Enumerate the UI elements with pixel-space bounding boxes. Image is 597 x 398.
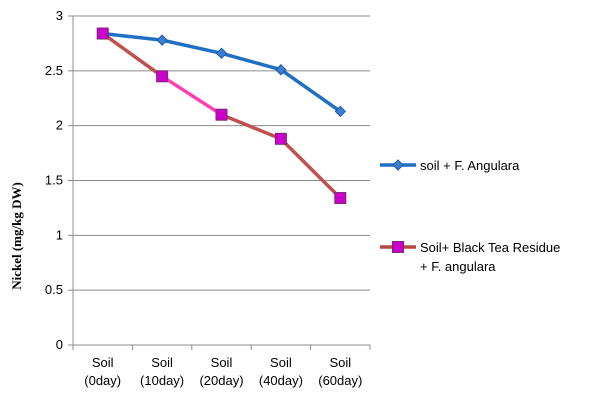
gridlines [73, 15, 370, 291]
y-tick-label: 1.5 [45, 173, 63, 188]
x-tick-labels: Soil (0day) Soil (10day) Soil (20day) Soil (40d… [84, 355, 362, 388]
legend-label: + F. angulara [420, 259, 496, 274]
data-point [215, 47, 228, 59]
x-tick-label: (20day) [199, 373, 243, 388]
data-point [156, 34, 168, 46]
series-1 [96, 27, 347, 118]
legend-marker [392, 241, 404, 253]
x-tick-label: (40day) [259, 373, 303, 388]
series-line-segment [219, 112, 283, 141]
x-tick-label: Soil [270, 355, 292, 370]
series-line-segment [279, 137, 343, 200]
series-line-segment [100, 31, 164, 42]
x-tick-label: (0day) [84, 373, 121, 388]
axes [68, 15, 371, 350]
y-tick-label: 0 [56, 337, 63, 352]
series-line-segment [100, 31, 164, 79]
data-point [334, 105, 347, 118]
legend-item-1: soil + F. Angulara [380, 158, 520, 173]
data-point [274, 132, 287, 145]
series-line-segment [160, 74, 224, 117]
series-line-segment [160, 38, 224, 56]
legend-label: Soil+ Black Tea Residue [420, 240, 560, 255]
data-point [275, 64, 287, 76]
legend-label: soil + F. Angulara [420, 158, 520, 173]
x-tick-label: Soil [151, 355, 173, 370]
y-axis-label: Nickel (mg/kg DW) [9, 182, 24, 290]
series-2 [96, 27, 347, 205]
series-line-segment [219, 51, 283, 72]
data-point [215, 108, 228, 121]
y-tick-label: 3 [56, 8, 63, 23]
y-tick-label: 0.5 [45, 282, 63, 297]
legend: soil + F. Angulara Soil+ Black Tea Residu… [380, 158, 560, 274]
data-point [96, 27, 109, 40]
y-tick-label: 2 [56, 118, 63, 133]
y-tick-label: 1 [56, 227, 63, 242]
y-tick-labels: 0 0.5 1 1.5 2 2.5 3 [45, 8, 63, 352]
y-tick-label: 2.5 [45, 63, 63, 78]
data-point [334, 192, 347, 205]
x-tick-label: Soil [329, 355, 351, 370]
x-tick-label: (60day) [318, 373, 362, 388]
legend-item-2: Soil+ Black Tea Residue + F. angulara [380, 240, 560, 274]
series-layer [96, 27, 347, 205]
x-tick-label: (10day) [140, 373, 184, 388]
data-point [156, 70, 169, 83]
x-tick-label: Soil [92, 355, 114, 370]
series-line-segment [279, 67, 343, 114]
x-tick-label: Soil [211, 355, 233, 370]
legend-marker [392, 159, 404, 171]
